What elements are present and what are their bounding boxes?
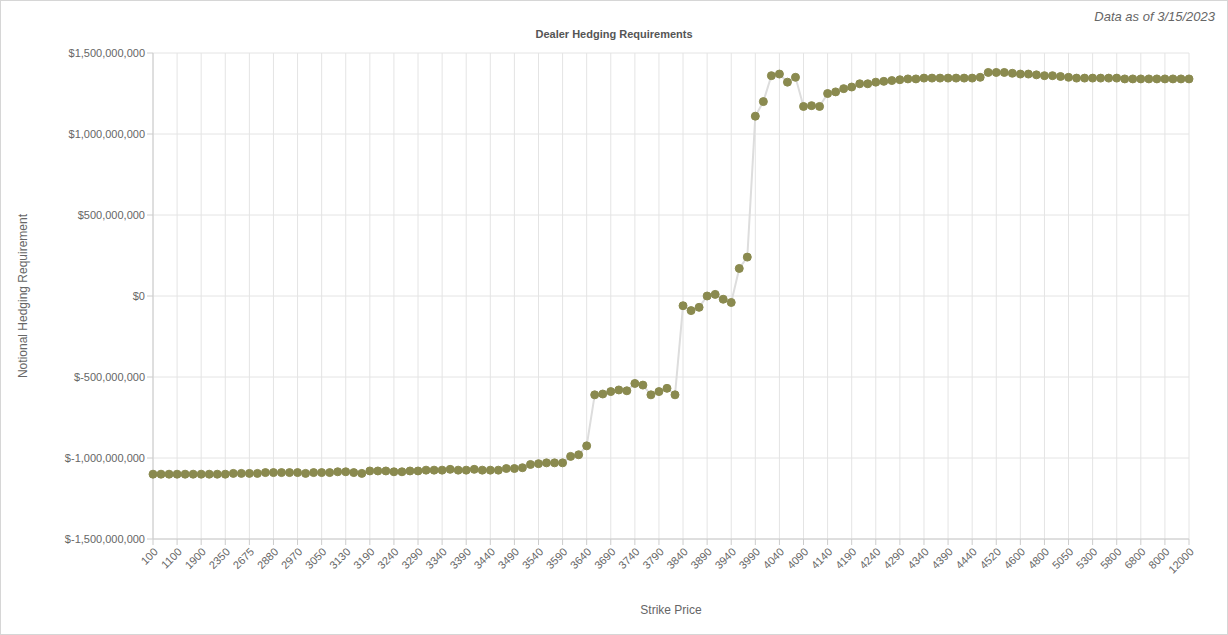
- svg-text:3540: 3540: [520, 545, 546, 571]
- svg-text:3890: 3890: [688, 545, 714, 571]
- svg-text:4390: 4390: [929, 545, 955, 571]
- svg-text:4340: 4340: [905, 545, 931, 571]
- svg-text:3640: 3640: [568, 545, 594, 571]
- svg-text:Strike Price: Strike Price: [640, 603, 702, 617]
- svg-text:4600: 4600: [1001, 545, 1027, 571]
- svg-text:3050: 3050: [303, 545, 329, 571]
- svg-text:4190: 4190: [833, 545, 859, 571]
- svg-text:3840: 3840: [664, 545, 690, 571]
- svg-text:$0: $0: [133, 290, 145, 302]
- svg-text:6800: 6800: [1122, 545, 1148, 571]
- svg-text:3490: 3490: [496, 545, 522, 571]
- svg-text:12000: 12000: [1166, 545, 1196, 575]
- svg-text:$1,500,000,000: $1,500,000,000: [69, 47, 145, 59]
- svg-text:3340: 3340: [423, 545, 449, 571]
- svg-text:3940: 3940: [712, 545, 738, 571]
- svg-text:3290: 3290: [399, 545, 425, 571]
- svg-text:3190: 3190: [351, 545, 377, 571]
- svg-text:5050: 5050: [1050, 545, 1076, 571]
- svg-text:3790: 3790: [640, 545, 666, 571]
- svg-text:3390: 3390: [447, 545, 473, 571]
- svg-text:3740: 3740: [616, 545, 642, 571]
- svg-text:$-1,500,000,000: $-1,500,000,000: [65, 533, 145, 545]
- svg-text:3440: 3440: [471, 545, 497, 571]
- svg-text:5800: 5800: [1098, 545, 1124, 571]
- svg-text:3690: 3690: [592, 545, 618, 571]
- svg-text:4140: 4140: [809, 545, 835, 571]
- svg-text:3590: 3590: [544, 545, 570, 571]
- svg-text:3990: 3990: [736, 545, 762, 571]
- svg-text:3240: 3240: [375, 545, 401, 571]
- svg-text:1100: 1100: [159, 545, 184, 570]
- svg-text:1900: 1900: [182, 545, 208, 571]
- svg-text:2675: 2675: [231, 545, 257, 571]
- svg-text:4240: 4240: [857, 545, 883, 571]
- svg-text:3130: 3130: [327, 545, 353, 571]
- svg-text:4440: 4440: [953, 545, 979, 571]
- svg-text:4040: 4040: [761, 545, 787, 571]
- svg-text:4800: 4800: [1026, 545, 1052, 571]
- svg-text:5300: 5300: [1074, 545, 1100, 571]
- svg-text:100: 100: [138, 545, 159, 566]
- html-text:Dealer Hedging Requirements: Dealer Hedging Requirements: [535, 28, 693, 40]
- svg-text:2880: 2880: [255, 545, 281, 571]
- svg-text:$-500,000,000: $-500,000,000: [74, 371, 145, 383]
- svg-text:4090: 4090: [785, 545, 811, 571]
- svg-text:$-1,000,000,000: $-1,000,000,000: [65, 452, 145, 464]
- svg-text:Notional Hedging Requirement: Notional Hedging Requirement: [16, 213, 30, 378]
- svg-text:2970: 2970: [279, 545, 305, 571]
- svg-text:4290: 4290: [881, 545, 907, 571]
- svg-text:8000: 8000: [1146, 545, 1172, 572]
- svg-text:4520: 4520: [977, 545, 1003, 571]
- html-text:Data as of 3/15/2023: Data as of 3/15/2023: [1094, 9, 1215, 24]
- svg-text:2350: 2350: [206, 545, 232, 571]
- svg-text:$1,000,000,000: $1,000,000,000: [69, 128, 145, 140]
- svg-text:$500,000,000: $500,000,000: [78, 209, 145, 221]
